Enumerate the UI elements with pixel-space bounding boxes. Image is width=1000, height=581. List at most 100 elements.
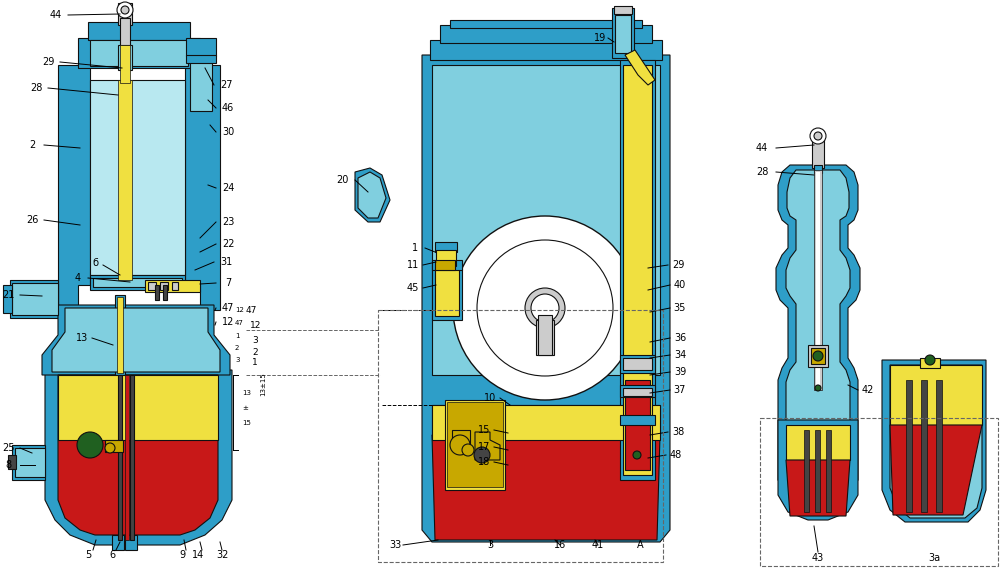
Bar (190, 56, 212, 111)
Bar (760, 418, 998, 566)
Polygon shape (890, 425, 982, 515)
Circle shape (813, 351, 823, 361)
Bar (148, 282, 156, 290)
Text: 21: 21 (2, 290, 14, 300)
Text: 3: 3 (487, 540, 493, 550)
Bar (612, 8, 634, 58)
Circle shape (810, 128, 826, 144)
Circle shape (525, 288, 565, 328)
Polygon shape (432, 405, 660, 440)
Text: ±: ± (242, 405, 248, 411)
Bar (120, 45, 130, 83)
Bar (816, 172, 820, 390)
Text: 11: 11 (407, 260, 419, 270)
Text: 22: 22 (222, 239, 234, 249)
Text: А: А (637, 540, 643, 550)
Text: 2: 2 (29, 140, 35, 150)
Bar (538, 315, 552, 355)
Bar (120, 18, 130, 46)
Polygon shape (435, 260, 455, 270)
Text: 1: 1 (252, 357, 258, 367)
Bar (906, 380, 912, 512)
Bar (125, 375, 129, 540)
Bar (815, 430, 820, 512)
Bar (826, 430, 831, 512)
Text: 38: 38 (672, 427, 684, 437)
Text: 7: 7 (225, 278, 231, 288)
Bar (447, 402, 503, 487)
Text: 17: 17 (478, 442, 490, 452)
Text: 47: 47 (235, 320, 244, 326)
Bar (118, 80, 132, 280)
Bar (620, 385, 655, 397)
Text: 24: 24 (222, 183, 234, 193)
Bar (445, 400, 505, 490)
Text: 13: 13 (242, 390, 251, 396)
Circle shape (814, 132, 822, 140)
Polygon shape (625, 50, 655, 85)
Text: 44: 44 (756, 143, 768, 153)
Text: 28: 28 (30, 83, 42, 93)
Text: 10: 10 (484, 393, 496, 403)
Polygon shape (890, 365, 982, 518)
Bar (90, 80, 185, 275)
Text: 43: 43 (812, 553, 824, 563)
Text: 31: 31 (220, 257, 232, 267)
Bar (186, 55, 216, 63)
Text: 18: 18 (478, 457, 490, 467)
Polygon shape (422, 55, 670, 542)
Text: 15: 15 (478, 425, 490, 435)
Bar (155, 285, 159, 300)
Text: 2: 2 (252, 347, 258, 357)
Text: 19: 19 (594, 33, 606, 43)
Polygon shape (3, 285, 12, 313)
Bar (536, 320, 554, 355)
Bar (814, 170, 822, 390)
Polygon shape (45, 370, 232, 545)
Bar (432, 65, 660, 375)
Polygon shape (58, 65, 90, 310)
Bar (812, 138, 824, 168)
Bar (620, 415, 655, 425)
Polygon shape (786, 460, 850, 516)
Bar (432, 265, 462, 320)
Text: 47: 47 (222, 303, 234, 313)
Text: 46: 46 (222, 103, 234, 113)
Bar (614, 6, 632, 14)
Text: 39: 39 (674, 367, 686, 377)
Text: 26: 26 (26, 215, 38, 225)
Text: 13: 13 (76, 333, 88, 343)
Text: 42: 42 (862, 385, 874, 395)
Polygon shape (185, 65, 220, 310)
Text: 40: 40 (674, 280, 686, 290)
Text: 44: 44 (50, 10, 62, 20)
Text: 1: 1 (412, 243, 418, 253)
Text: 28: 28 (756, 167, 768, 177)
Bar (186, 38, 216, 56)
Circle shape (531, 294, 559, 322)
Bar (615, 15, 631, 53)
Bar (8, 455, 16, 469)
Text: б: б (92, 258, 98, 268)
Bar (125, 535, 137, 550)
Polygon shape (452, 430, 470, 445)
Polygon shape (58, 375, 218, 440)
Text: 30: 30 (222, 127, 234, 137)
Text: 9: 9 (179, 550, 185, 560)
Bar (378, 310, 663, 562)
Bar (625, 380, 650, 470)
Circle shape (477, 240, 613, 376)
Circle shape (450, 435, 470, 455)
Bar (435, 242, 457, 252)
Text: 13±15: 13±15 (260, 372, 266, 396)
Bar (432, 260, 462, 270)
Bar (623, 358, 652, 370)
Bar (440, 25, 652, 43)
Circle shape (467, 230, 623, 386)
Polygon shape (776, 165, 860, 510)
Text: 3: 3 (252, 335, 258, 345)
Polygon shape (52, 308, 220, 372)
Bar (118, 3, 132, 25)
Polygon shape (475, 432, 500, 460)
Polygon shape (12, 445, 45, 480)
